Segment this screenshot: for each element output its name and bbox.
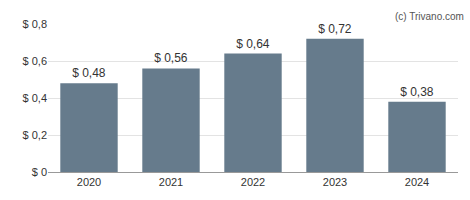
svg-text:$ 0,6: $ 0,6 bbox=[23, 55, 47, 67]
svg-text:$ 0,2: $ 0,2 bbox=[23, 129, 47, 141]
svg-text:2021: 2021 bbox=[159, 176, 183, 188]
svg-text:$ 0,56: $ 0,56 bbox=[154, 51, 188, 65]
svg-text:(c) Trivano.com: (c) Trivano.com bbox=[395, 11, 464, 22]
svg-text:2023: 2023 bbox=[323, 176, 347, 188]
svg-text:$ 0,8: $ 0,8 bbox=[23, 18, 47, 30]
svg-text:2020: 2020 bbox=[77, 176, 101, 188]
svg-text:2024: 2024 bbox=[405, 176, 429, 188]
svg-text:2022: 2022 bbox=[241, 176, 265, 188]
svg-text:$ 0: $ 0 bbox=[32, 166, 47, 178]
svg-text:$ 0,72: $ 0,72 bbox=[318, 22, 352, 36]
svg-text:$ 0,48: $ 0,48 bbox=[72, 66, 106, 80]
svg-text:$ 0,4: $ 0,4 bbox=[23, 92, 47, 104]
svg-text:$ 0,38: $ 0,38 bbox=[400, 85, 434, 99]
svg-text:$ 0,64: $ 0,64 bbox=[236, 37, 270, 51]
